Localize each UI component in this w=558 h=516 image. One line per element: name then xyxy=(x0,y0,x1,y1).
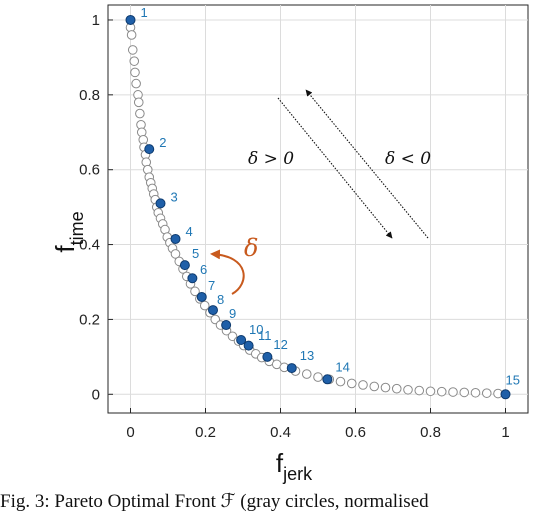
point-label: 10 xyxy=(249,322,263,337)
point-label: 14 xyxy=(335,359,349,374)
pareto-point xyxy=(436,386,447,397)
pareto-point xyxy=(380,382,391,393)
selected-point xyxy=(187,273,198,284)
plot-area xyxy=(107,4,529,414)
pareto-point xyxy=(335,376,346,387)
x-tick-label: 0.8 xyxy=(420,424,441,441)
pareto-point xyxy=(448,387,458,397)
pareto-point xyxy=(190,286,200,297)
pareto-point xyxy=(391,383,402,394)
pareto-point xyxy=(414,385,425,396)
grid-lines xyxy=(108,5,528,413)
delta-symbol: δ xyxy=(244,234,258,262)
selected-point xyxy=(125,14,136,25)
pareto-point xyxy=(170,249,181,259)
y-tick-label: 0 xyxy=(92,386,100,403)
point-label: 11 xyxy=(258,328,272,343)
selected-point xyxy=(286,363,297,374)
pareto-point xyxy=(301,369,312,379)
x-tick-label: 0.2 xyxy=(195,424,216,441)
pareto-point xyxy=(425,386,436,397)
pareto-point xyxy=(313,372,323,382)
pareto-point xyxy=(126,30,137,40)
region-label-left: δ > 0 xyxy=(248,149,294,169)
pareto-point xyxy=(346,378,357,389)
y-tick-label: 0.2 xyxy=(79,311,100,328)
pareto-point xyxy=(459,387,470,398)
axis-ticks: 0 0.2 0.4 0.6 0.8 100.20.40.60.81 xyxy=(79,12,510,441)
y-tick-label: 0.8 xyxy=(79,87,100,104)
y-tick-label: 0.6 xyxy=(79,162,100,179)
point-label: 12 xyxy=(273,337,287,352)
x-tick-label: 0.6 xyxy=(345,424,366,441)
delta-arrow xyxy=(210,249,245,295)
y-axis-title: ftime xyxy=(50,211,87,252)
selected-point xyxy=(144,144,155,155)
selected-points xyxy=(125,14,511,400)
pareto-point xyxy=(199,300,210,311)
pareto-point xyxy=(403,384,413,395)
pareto-point xyxy=(481,388,492,398)
x-tick-label: 0.4 xyxy=(270,424,291,441)
region-arrows xyxy=(277,89,429,239)
y-tick-label: 0.4 xyxy=(79,237,100,254)
selected-point xyxy=(243,340,254,351)
selected-point xyxy=(179,260,190,271)
selected-point xyxy=(155,198,166,209)
point-label: 7 xyxy=(208,278,215,293)
pareto-point xyxy=(127,45,138,55)
pareto-point xyxy=(135,108,145,119)
point-label: 4 xyxy=(186,224,193,239)
pareto-chart: 0 0.2 0.4 0.6 0.8 100.20.40.60.81 δ > 0 δ < 0… xyxy=(50,4,529,484)
point-label: 5 xyxy=(192,246,199,261)
pareto-point xyxy=(129,56,140,66)
point-label: 6 xyxy=(200,262,207,277)
x-tick-label: 0 xyxy=(126,424,134,441)
arrow-delta-positive xyxy=(277,97,393,239)
pareto-point xyxy=(358,380,368,390)
pareto-point xyxy=(130,67,140,78)
pareto-point xyxy=(133,97,144,108)
point-label: 9 xyxy=(229,306,236,321)
point-label: 3 xyxy=(171,189,178,204)
selected-point xyxy=(170,233,181,244)
selected-point xyxy=(208,305,218,316)
arrow-delta-negative xyxy=(305,89,429,239)
pareto-point xyxy=(131,78,141,89)
selected-point xyxy=(221,320,232,331)
point-label: 2 xyxy=(159,135,166,150)
point-label: 13 xyxy=(300,348,314,363)
point-label: 15 xyxy=(506,372,520,387)
pareto-point xyxy=(470,387,481,398)
selected-point xyxy=(322,374,333,385)
point-label: 8 xyxy=(217,292,224,307)
x-axis-title: fjerk xyxy=(276,448,313,484)
selected-point xyxy=(262,351,273,362)
y-tick-label: 1 xyxy=(92,12,100,29)
pareto-point xyxy=(369,381,380,392)
region-label-right: δ < 0 xyxy=(385,149,431,169)
selected-point xyxy=(500,389,511,400)
figure-caption: Fig. 3: Pareto Optimal Front ℱ (gray cir… xyxy=(0,491,429,512)
x-tick-label: 1 xyxy=(501,424,509,441)
selected-point xyxy=(196,291,207,302)
point-label: 1 xyxy=(141,5,148,20)
selected-point xyxy=(236,335,247,346)
